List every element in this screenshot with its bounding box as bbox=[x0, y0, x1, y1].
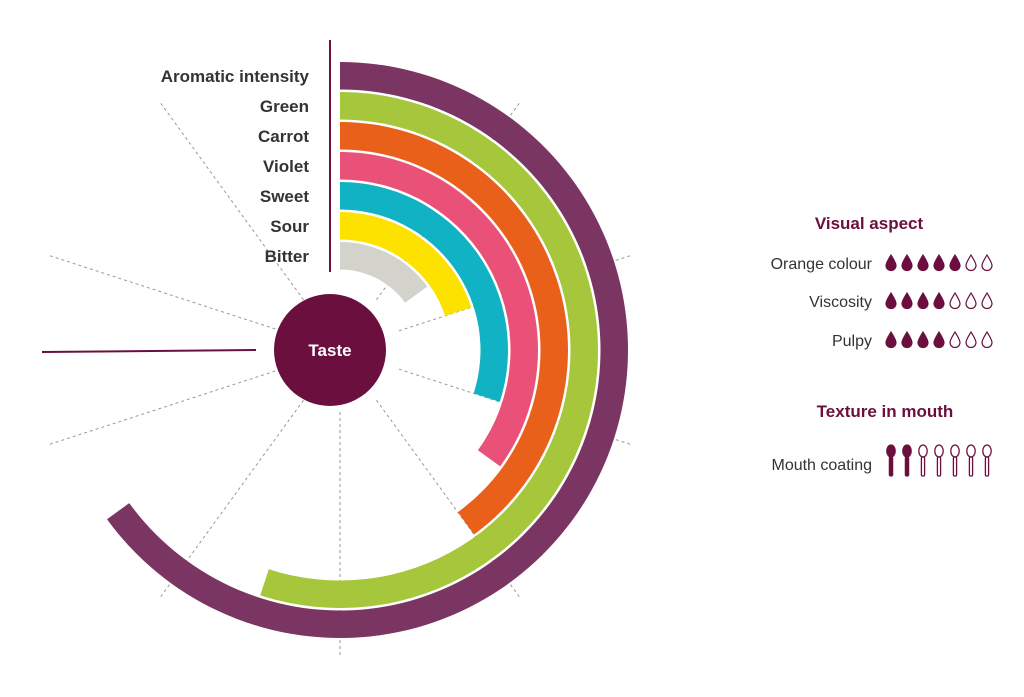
label-bitter: Bitter bbox=[265, 247, 310, 266]
drop-icon bbox=[933, 330, 945, 349]
drop-icon bbox=[981, 330, 993, 349]
drop-icon bbox=[917, 291, 929, 310]
guide-line bbox=[376, 399, 520, 598]
texture-title: Texture in mouth bbox=[817, 402, 954, 421]
chart-bands bbox=[107, 62, 629, 639]
guide-line bbox=[49, 368, 282, 445]
drop-icon bbox=[933, 253, 945, 272]
guide-line bbox=[160, 399, 304, 598]
guide-line bbox=[49, 255, 282, 332]
band-sour bbox=[340, 212, 472, 316]
drop-icon bbox=[981, 291, 993, 310]
drop-icon bbox=[901, 330, 913, 349]
visual-aspect-title: Visual aspect bbox=[815, 214, 924, 233]
spoon-icon bbox=[982, 444, 992, 477]
center-circle bbox=[274, 294, 386, 406]
drop-icon bbox=[981, 253, 993, 272]
band-bitter bbox=[340, 242, 428, 303]
visual-aspect-label: Orange colour bbox=[771, 256, 873, 273]
visual-aspect-list: Orange colour Viscosity Pulpy bbox=[771, 253, 993, 350]
spoon-icon bbox=[950, 444, 960, 477]
drop-icon bbox=[949, 291, 961, 310]
visual-aspect-label: Viscosity bbox=[809, 294, 872, 311]
drop-icon bbox=[885, 291, 897, 310]
category-labels: Aromatic intensity Green Carrot Violet Sweet… bbox=[161, 67, 310, 266]
taste-center: Taste bbox=[274, 294, 386, 406]
spoon-icon bbox=[934, 444, 944, 477]
label-sour: Sour bbox=[270, 217, 309, 236]
band-violet bbox=[340, 152, 538, 467]
axis-line-left bbox=[41, 349, 257, 353]
drop-icon bbox=[949, 253, 961, 272]
guide-line bbox=[160, 102, 304, 301]
drop-icon bbox=[917, 253, 929, 272]
spoon-icon bbox=[966, 444, 976, 477]
texture-list: Mouth coating bbox=[771, 444, 992, 477]
label-green: Green bbox=[260, 97, 309, 116]
visual-aspect-label: Pulpy bbox=[832, 333, 872, 350]
label-violet: Violet bbox=[263, 157, 309, 176]
label-carrot: Carrot bbox=[258, 127, 309, 146]
drop-icon bbox=[965, 330, 977, 349]
drop-icon bbox=[965, 291, 977, 310]
drop-icon bbox=[917, 330, 929, 349]
center-label: Taste bbox=[308, 341, 351, 360]
label-sweet: Sweet bbox=[260, 187, 309, 206]
texture-label: Mouth coating bbox=[771, 457, 872, 474]
label-aromatic-intensity: Aromatic intensity bbox=[161, 67, 310, 86]
band-sweet bbox=[340, 182, 509, 402]
drop-icon bbox=[949, 330, 961, 349]
drop-icon bbox=[885, 253, 897, 272]
drop-icon bbox=[901, 253, 913, 272]
band-carrot bbox=[340, 122, 569, 535]
spoon-icon bbox=[902, 444, 912, 477]
spoon-icon bbox=[886, 444, 896, 477]
drop-icon bbox=[885, 330, 897, 349]
drop-icon bbox=[901, 291, 913, 310]
spoon-icon bbox=[918, 444, 928, 477]
drop-icon bbox=[933, 291, 945, 310]
side-panel: Visual aspect Orange colour Viscosity Pulp… bbox=[771, 214, 993, 477]
drop-icon bbox=[965, 253, 977, 272]
